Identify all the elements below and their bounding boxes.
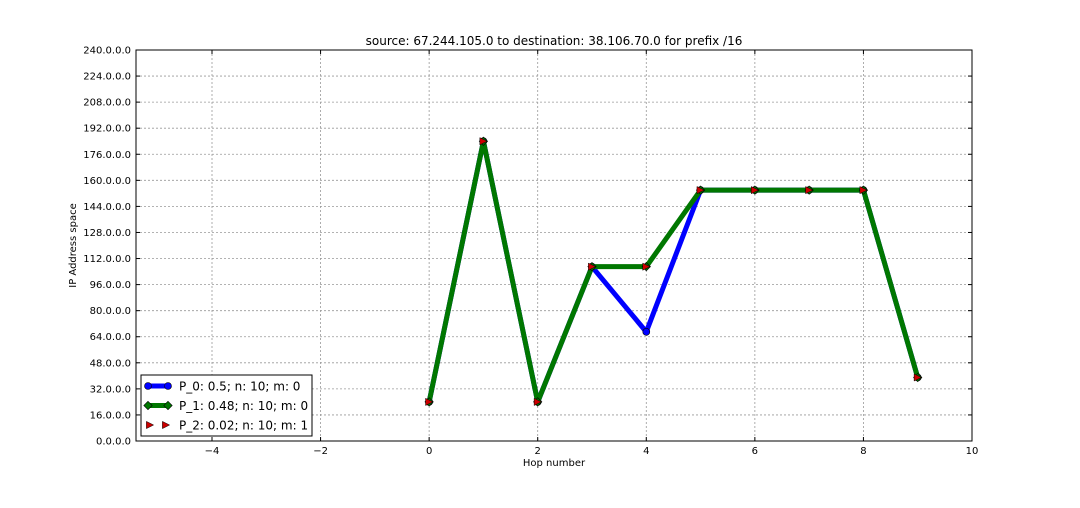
- data-point: [696, 186, 705, 195]
- x-tick-label: 4: [643, 446, 649, 457]
- legend-label: P_2: 0.02; n: 10; m: 1: [179, 419, 308, 433]
- data-point: [533, 397, 542, 406]
- data-point: [642, 328, 651, 336]
- x-axis-label: Hop number: [523, 458, 586, 469]
- chart-title: source: 67.244.105.0 to destination: 38.…: [366, 34, 743, 48]
- data-point: [588, 262, 597, 271]
- series-layer: [424, 136, 923, 407]
- x-tick-label: 0: [426, 446, 432, 457]
- legend-label: P_1: 0.48; n: 10; m: 0: [179, 399, 308, 413]
- legend-label: P_0: 0.5; n: 10; m: 0: [179, 380, 300, 394]
- y-tick-label: 112.0.0.0: [83, 254, 131, 265]
- y-tick-label: 16.0.0.0: [90, 410, 131, 421]
- y-tick-label: 160.0.0.0: [83, 176, 131, 187]
- y-axis-ticks: 0.0.0.0 16.0.0.0 32.0.0.0 48.0.0.0 64.0.0.0 8…: [83, 46, 972, 448]
- data-point: [913, 373, 922, 382]
- y-tick-label: 32.0.0.0: [90, 384, 131, 395]
- x-tick-label: −4: [205, 446, 220, 457]
- legend-marker: [164, 382, 172, 390]
- series-line: [426, 138, 921, 405]
- series-2: [425, 137, 922, 406]
- data-point: [859, 186, 868, 195]
- plot-area: [135, 49, 973, 442]
- x-tick-label: 6: [752, 446, 758, 457]
- legend-marker: [162, 420, 171, 430]
- x-tick-label: 10: [966, 446, 979, 457]
- data-point: [642, 262, 651, 271]
- y-tick-label: 80.0.0.0: [90, 306, 131, 317]
- y-tick-label: 144.0.0.0: [83, 202, 131, 213]
- legend-marker: [163, 400, 173, 411]
- legend-marker: [146, 420, 155, 430]
- y-tick-label: 176.0.0.0: [83, 150, 131, 161]
- legend-item: P_1: 0.48; n: 10; m: 0: [143, 399, 308, 413]
- y-tick-label: 208.0.0.0: [83, 98, 131, 109]
- x-tick-label: 2: [535, 446, 541, 457]
- y-axis-label: IP Address space: [68, 203, 79, 288]
- x-axis-ticks: −4 −2 0 2 4 6 8 10: [205, 50, 979, 457]
- legend-item: P_0: 0.5; n: 10; m: 0: [144, 380, 300, 394]
- y-tick-label: 128.0.0.0: [83, 228, 131, 239]
- data-point: [479, 137, 488, 146]
- x-tick-label: −2: [313, 446, 328, 457]
- legend: P_0: 0.5; n: 10; m: 0 P_1: 0.48; n: 10; m…: [140, 374, 313, 437]
- y-tick-label: 224.0.0.0: [83, 72, 131, 83]
- y-tick-label: 48.0.0.0: [90, 358, 131, 369]
- data-point: [751, 186, 760, 195]
- y-tick-label: 0.0.0.0: [96, 437, 131, 448]
- y-tick-label: 96.0.0.0: [90, 280, 131, 291]
- legend-item: P_2: 0.02; n: 10; m: 1: [146, 419, 308, 433]
- data-point: [805, 186, 814, 195]
- legend-marker: [143, 400, 153, 411]
- legend-marker: [144, 382, 152, 390]
- y-tick-label: 192.0.0.0: [83, 124, 131, 135]
- y-tick-label: 64.0.0.0: [90, 332, 131, 343]
- y-tick-label: 240.0.0.0: [83, 46, 131, 57]
- x-tick-label: 8: [860, 446, 866, 457]
- data-point: [425, 397, 434, 406]
